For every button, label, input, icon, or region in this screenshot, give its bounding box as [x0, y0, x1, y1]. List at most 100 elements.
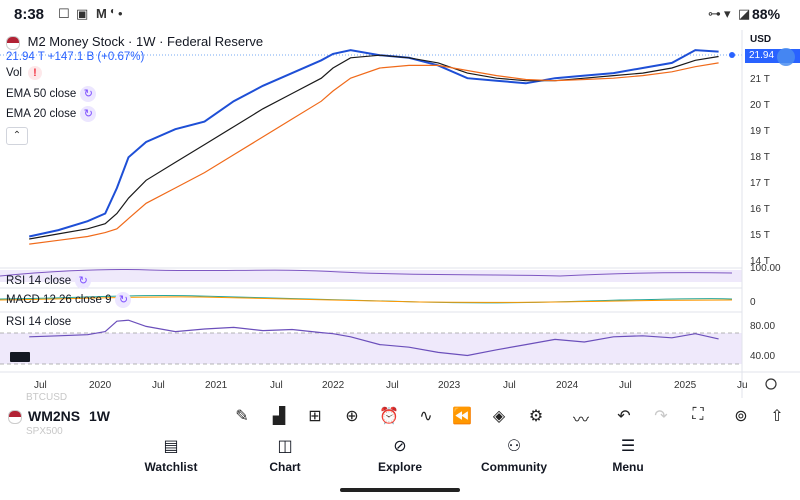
volume-indicator[interactable]: Vol! — [6, 66, 42, 80]
fullscreen-icon[interactable]: ⛶ — [692, 406, 704, 423]
ema50-indicator[interactable]: EMA 50 close ↻ — [6, 86, 97, 102]
symbol-title: M2 Money Stock · 1W · Federal Reserve — [27, 34, 264, 49]
nav-watchlist[interactable]: ▤ Watchlist — [126, 436, 216, 474]
time-label: Jul — [386, 380, 399, 391]
time-label: Jul — [503, 380, 516, 391]
nav-chart[interactable]: ◫ Chart — [240, 436, 330, 474]
indicator-icon[interactable]: ∿ — [419, 408, 433, 425]
chart-icon: ◫ — [277, 438, 293, 455]
interval-button[interactable]: 1W — [89, 408, 110, 424]
rsi-axis-label: 100.00 — [750, 263, 781, 274]
settings-icon[interactable] — [765, 378, 777, 390]
ema20-indicator[interactable]: EMA 20 close ↻ — [6, 106, 97, 122]
more-notifications-icon: • — [118, 6, 123, 21]
nav-label: Menu — [612, 460, 644, 474]
nav-menu[interactable]: ☰ Menu — [583, 436, 673, 474]
notification-icon: ☐ — [58, 6, 70, 21]
time-label: Jul — [619, 380, 632, 391]
price-marker-icon[interactable] — [777, 48, 795, 66]
ema20-label: EMA 20 close — [6, 108, 77, 121]
replay-icon[interactable]: ⏪ — [452, 408, 472, 425]
rsi-axis-label: 80.00 — [750, 321, 776, 332]
clock: 8:38 — [14, 6, 45, 23]
notification-icon: ◐ — [110, 6, 117, 17]
time-label: Ju — [737, 380, 748, 391]
nav-explore[interactable]: ⊘ Explore — [355, 436, 445, 474]
plus-circle-icon[interactable]: ⊕ — [345, 408, 359, 425]
bottom-nav: ▤ Watchlist ◫ Chart ⊘ Explore ⚇ Community ☰ M… — [0, 436, 800, 480]
refresh-icon[interactable]: ↻ — [75, 273, 92, 289]
ghost-ticker: SPX500 — [26, 426, 63, 437]
nav-label: Watchlist — [144, 460, 198, 474]
undo-icon[interactable]: ↶ — [617, 408, 631, 425]
share-icon[interactable]: ⇧ — [770, 408, 784, 425]
macd-label: MACD 12 26 close 9 — [6, 294, 112, 307]
refresh-icon[interactable]: ↻ — [80, 106, 97, 122]
rsi-bottom-band — [0, 333, 742, 364]
bar-chart-icon[interactable]: ▟ — [272, 408, 286, 425]
macd-signal-line — [0, 296, 733, 303]
warning-icon[interactable]: ! — [28, 66, 42, 80]
us-flag-icon — [8, 410, 22, 424]
ema50-label: EMA 50 close — [6, 88, 77, 101]
currency-label[interactable]: USD — [750, 34, 772, 45]
people-icon: ⚇ — [506, 438, 522, 455]
time-label: 2022 — [322, 380, 345, 391]
rsi-top-line — [0, 268, 733, 277]
price-axis-label: 14 T — [750, 256, 770, 267]
tradingview-logo — [10, 352, 30, 362]
alarm-icon[interactable]: ⏰ — [379, 408, 399, 425]
refresh-icon[interactable]: ↻ — [115, 292, 132, 308]
ticker-symbol[interactable]: WM2NS — [28, 408, 81, 424]
alert-icon[interactable]: ⊚ — [734, 408, 748, 425]
redo-icon[interactable]: ↷ — [654, 408, 668, 425]
macd-indicator[interactable]: MACD 12 26 close 9 ↻ — [6, 292, 132, 308]
menu-icon: ☰ — [620, 438, 636, 455]
pencil-icon[interactable]: ✎ — [235, 408, 249, 425]
us-flag-icon — [6, 35, 20, 50]
status-bar: 8:38 ☐ ▣ M ◐ • ⊶ ▾ ◪ 88% — [0, 0, 800, 30]
symbol-header[interactable]: M2 Money Stock · 1W · Federal Reserve — [6, 34, 263, 50]
time-label: 2020 — [89, 380, 112, 391]
macd-axis-label: 0 — [750, 297, 756, 308]
notification-icon: ▣ — [76, 6, 89, 21]
vpn-icon: ⊶ — [708, 6, 721, 21]
battery-icon: ◪ — [738, 6, 751, 21]
document-icon: ▤ — [163, 438, 179, 455]
collapse-legend-button[interactable]: ⌃ — [6, 127, 28, 145]
price-axis-label: 16 T — [750, 204, 770, 215]
rsi-bottom-indicator[interactable]: RSI 14 close — [6, 316, 71, 328]
refresh-icon[interactable]: ↻ — [80, 86, 97, 102]
time-label: Jul — [34, 380, 47, 391]
time-label: 2023 — [438, 380, 461, 391]
rsi-top-indicator[interactable]: RSI 14 close ↻ — [6, 273, 92, 289]
compass-icon: ⊘ — [393, 438, 407, 455]
price-axis-label: 15 T — [750, 230, 770, 241]
grid-icon[interactable]: ⊞ — [308, 408, 322, 425]
chart-toolbar: BTCUSD SPX500 WM2NS 1W ✎ ▟ ⊞ ⊕ ⏰ ∿ ⏪ ◈ ⚙… — [0, 392, 800, 437]
time-label: 2021 — [205, 380, 228, 391]
nav-community[interactable]: ⚇ Community — [469, 436, 559, 474]
ghost-ticker: BTCUSD — [26, 392, 68, 403]
settings-icon[interactable]: ⚙ — [528, 408, 544, 425]
time-label: Jul — [270, 380, 283, 391]
price-axis-label: 17 T — [750, 178, 770, 189]
time-label: 2025 — [674, 380, 697, 391]
ema20-line — [29, 62, 719, 245]
nav-label: Chart — [269, 460, 301, 474]
time-label: 2024 — [556, 380, 579, 391]
price-axis-label: 20 T — [750, 100, 770, 111]
price-series — [28, 49, 719, 245]
layers-icon[interactable]: ◈ — [492, 408, 506, 425]
price-axis-label: 18 T — [750, 152, 770, 163]
last-value: 21.94 T — [6, 51, 45, 63]
battery-level: 88% — [752, 6, 781, 22]
trend-icon[interactable]: 〰 — [572, 412, 589, 429]
rsi-bottom-label: RSI 14 close — [6, 316, 72, 328]
nav-label: Explore — [377, 460, 422, 474]
home-indicator[interactable] — [340, 488, 460, 492]
rsi-axis-label: 40.00 — [750, 351, 776, 362]
m2-line — [28, 49, 719, 238]
ema50-line — [29, 54, 719, 240]
chart-canvas[interactable] — [0, 28, 800, 398]
